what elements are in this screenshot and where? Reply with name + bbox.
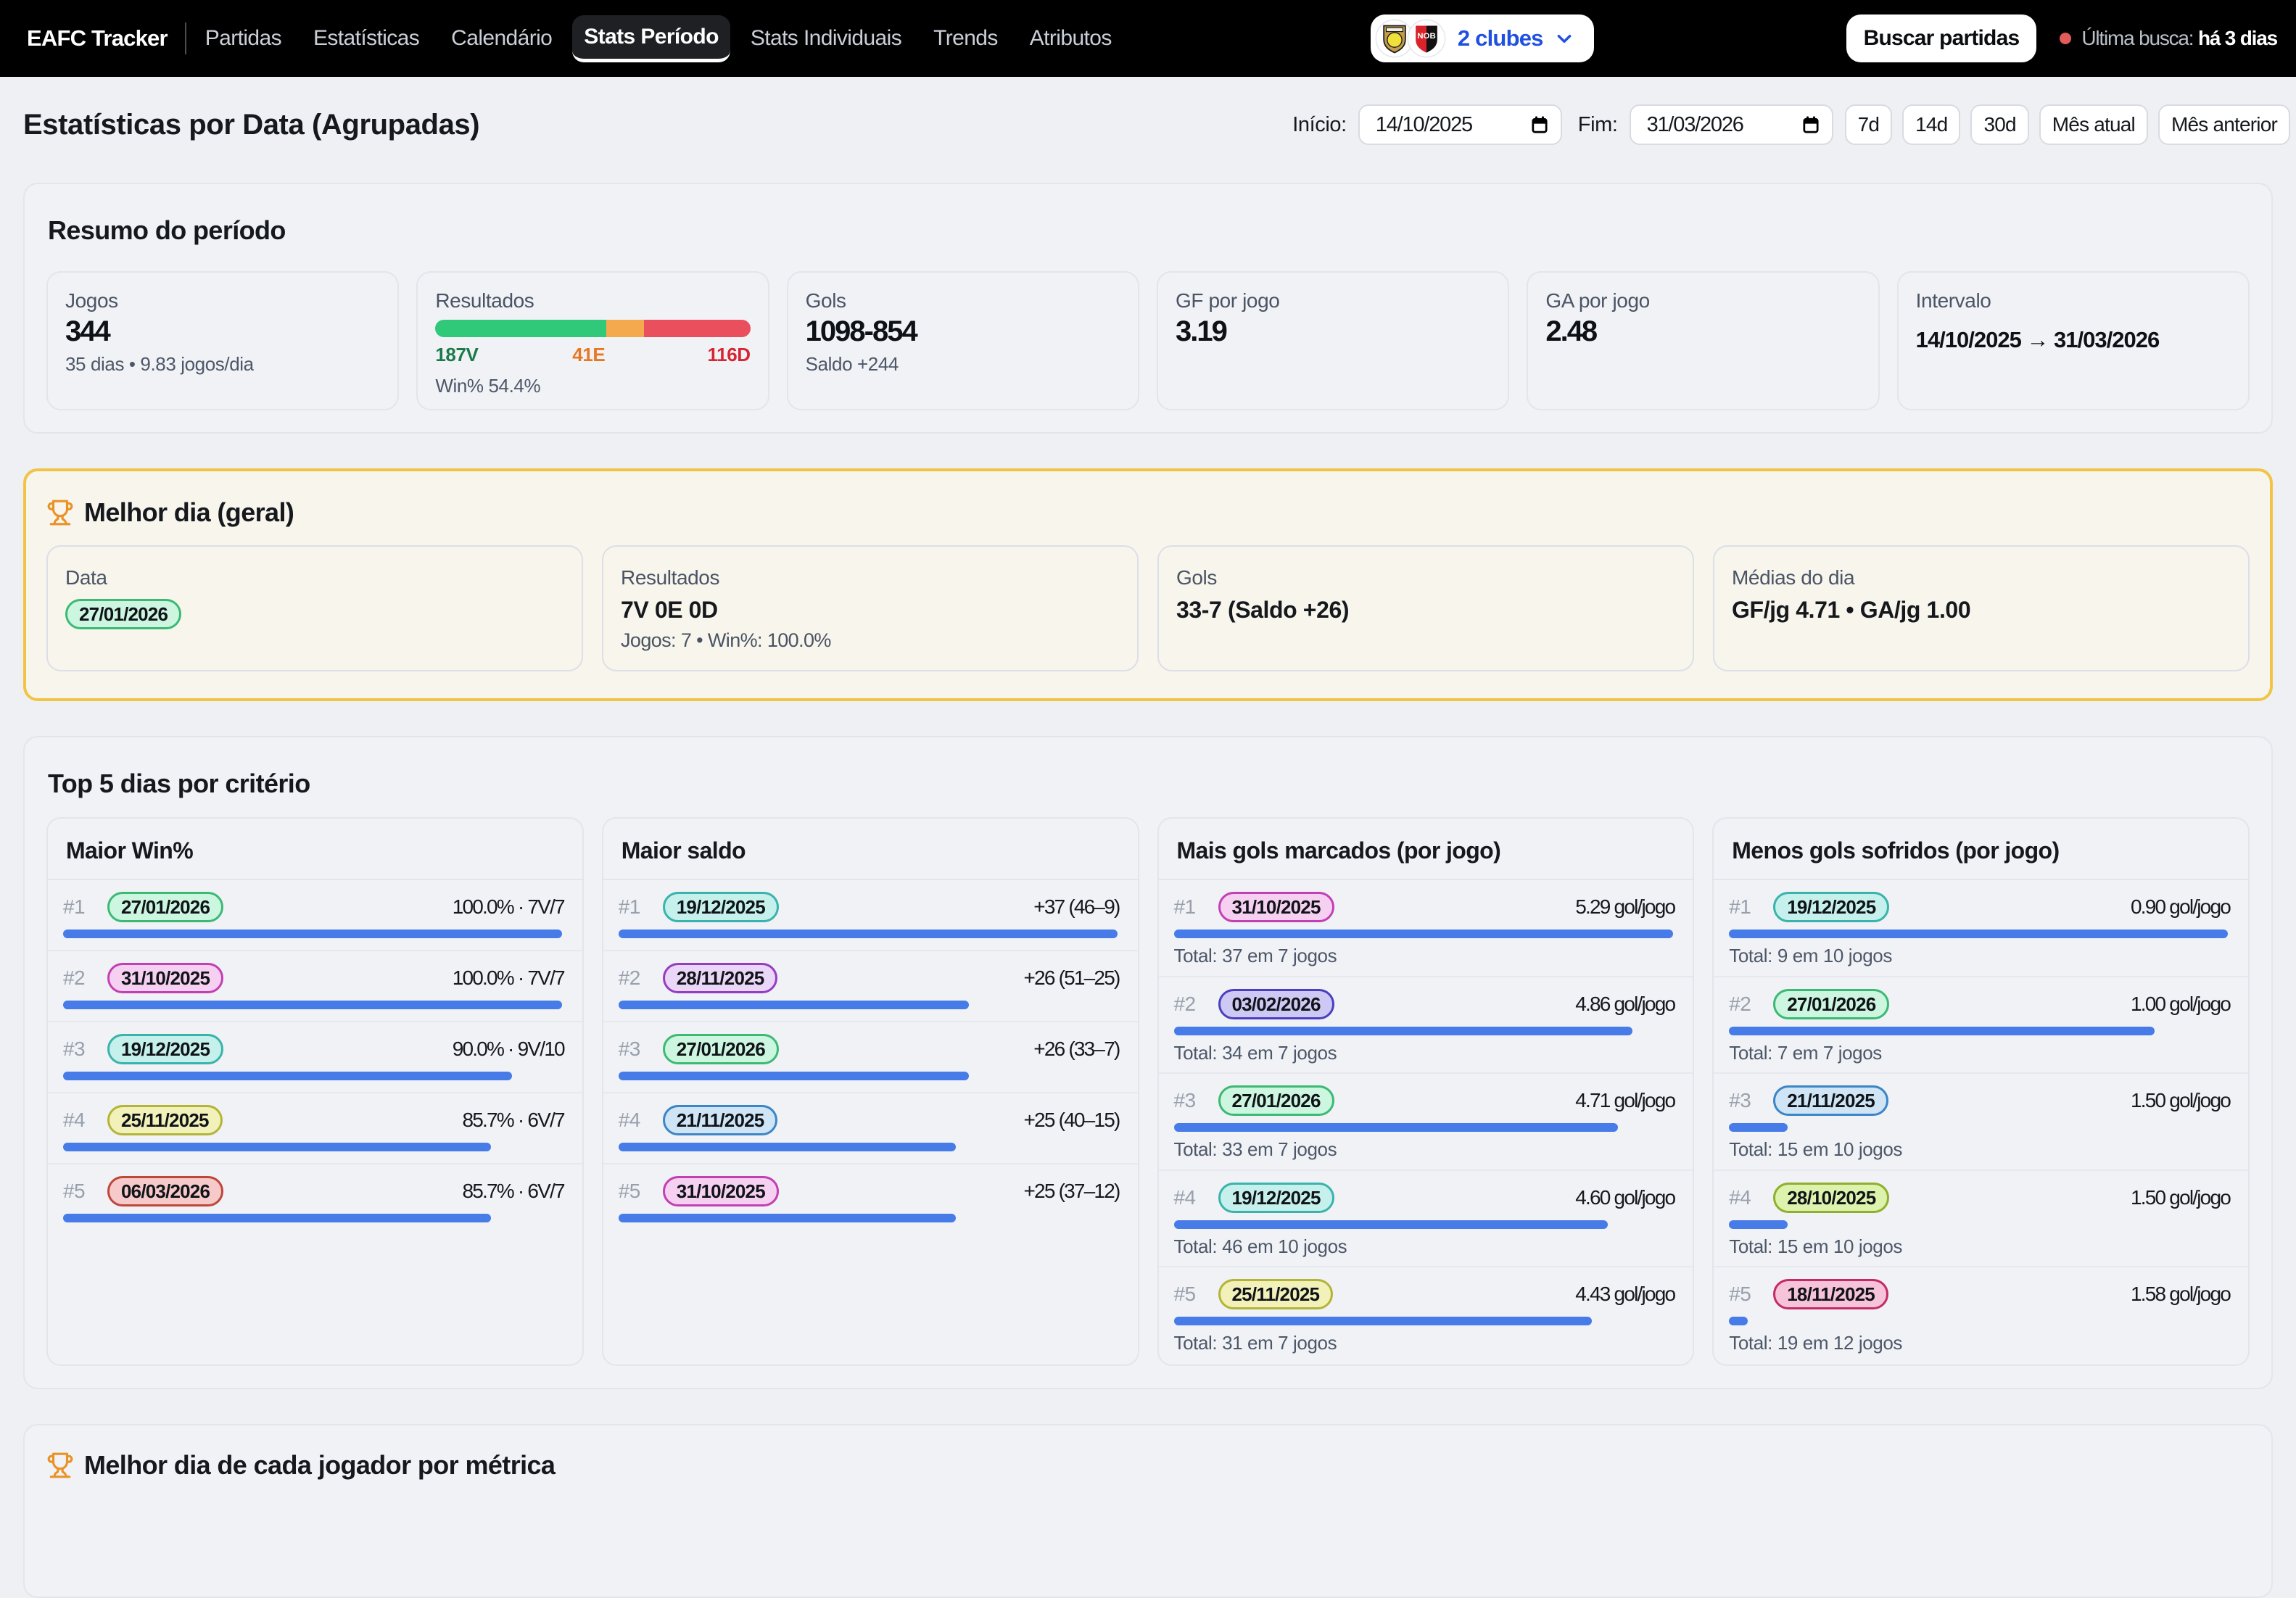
svg-text:NOB: NOB (1417, 32, 1436, 41)
